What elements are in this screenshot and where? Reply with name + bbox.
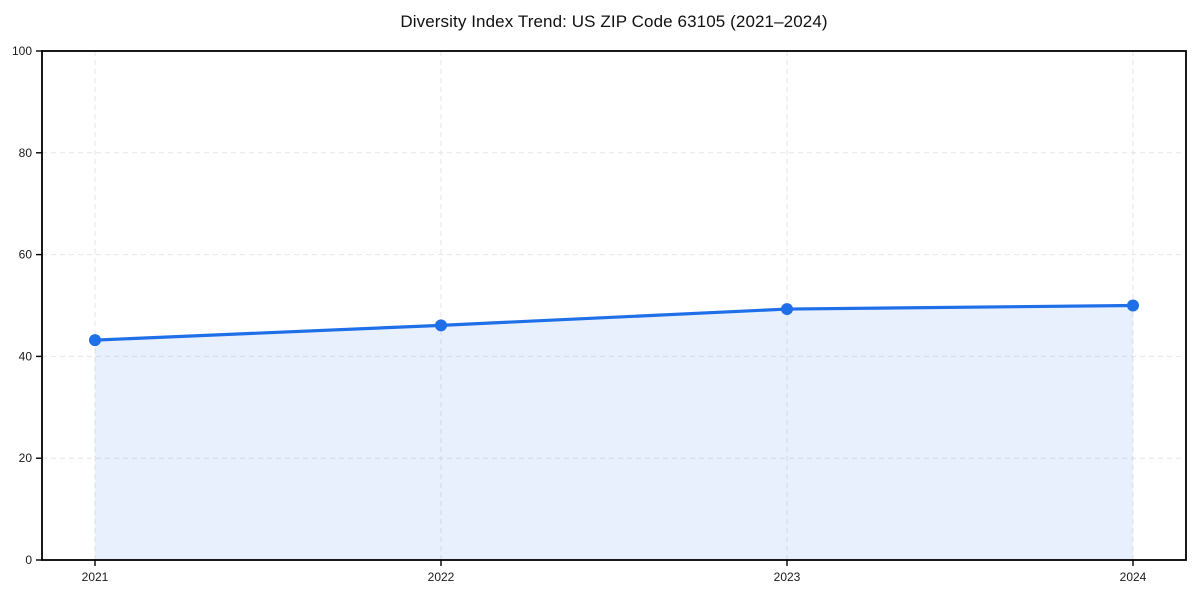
x-tick-label: 2023 bbox=[774, 570, 801, 584]
x-tick-label: 2021 bbox=[82, 570, 109, 584]
trend-line bbox=[93, 303, 1135, 342]
y-tick-label: 60 bbox=[19, 248, 33, 262]
y-tick-label: 0 bbox=[25, 553, 32, 567]
y-tick-label: 20 bbox=[19, 451, 33, 465]
plot-border bbox=[41, 50, 1187, 561]
x-tick-label: 2022 bbox=[428, 570, 455, 584]
y-tick-label: 40 bbox=[19, 349, 33, 363]
x-tick-label: 2024 bbox=[1120, 570, 1147, 584]
y-tick-label: 80 bbox=[19, 146, 33, 160]
y-tick-label: 100 bbox=[12, 44, 32, 58]
data-point-2022 bbox=[435, 319, 447, 332]
data-point-2021 bbox=[89, 334, 101, 347]
data-point-2024 bbox=[1127, 299, 1139, 312]
data-point-2023 bbox=[781, 303, 793, 316]
area-fill bbox=[95, 305, 1133, 560]
chart-title: Diversity Index Trend: US ZIP Code 63105… bbox=[400, 12, 828, 31]
